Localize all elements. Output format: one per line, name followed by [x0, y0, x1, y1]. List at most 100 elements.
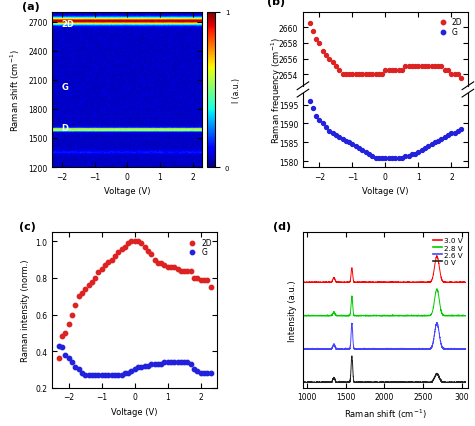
Point [78, 370, 86, 377]
Point [342, 72, 350, 78]
Point [121, 370, 129, 377]
Point [454, 128, 462, 135]
Point [58, 344, 66, 351]
Point [405, 64, 412, 71]
Point [447, 72, 455, 78]
Point [319, 121, 326, 128]
Point [144, 248, 152, 254]
Point [362, 149, 370, 156]
Point [451, 130, 458, 137]
Point [154, 360, 162, 367]
Point [72, 364, 79, 371]
Point [111, 253, 119, 260]
Point [128, 239, 135, 245]
Point [157, 260, 165, 267]
Point [325, 128, 333, 135]
Point [425, 64, 432, 71]
Point [184, 359, 191, 366]
Point [108, 257, 115, 264]
Point [161, 359, 168, 366]
Point [421, 145, 429, 152]
Point [398, 68, 406, 75]
Text: 2D: 2D [61, 20, 74, 29]
Point [197, 370, 204, 377]
Point [187, 360, 195, 367]
Point [381, 155, 389, 161]
Point [200, 370, 208, 377]
Point [378, 155, 386, 161]
Point [369, 72, 376, 78]
Point [349, 72, 356, 78]
Point [362, 72, 370, 78]
Point [167, 264, 175, 271]
Point [98, 266, 105, 273]
Point [339, 72, 346, 78]
Point [315, 40, 323, 47]
Point [134, 239, 142, 245]
Point [104, 371, 112, 378]
Point [177, 359, 185, 366]
Point [444, 68, 452, 75]
Y-axis label: I (a.u.): I (a.u.) [232, 78, 241, 103]
Point [58, 333, 66, 340]
Point [68, 359, 76, 366]
Point [431, 140, 439, 147]
Point [359, 147, 366, 154]
Point [98, 371, 105, 378]
Point [78, 290, 86, 296]
X-axis label: Raman shift (cm$^{-1}$): Raman shift (cm$^{-1}$) [344, 407, 427, 420]
Point [91, 275, 99, 282]
Point [444, 132, 452, 139]
Point [451, 72, 458, 78]
Point [114, 249, 122, 256]
Point [395, 68, 402, 75]
Point [437, 64, 445, 71]
Point [134, 364, 142, 371]
Point [428, 141, 436, 148]
Point [306, 21, 314, 28]
Point [95, 371, 102, 378]
Point [62, 330, 69, 337]
Point [95, 269, 102, 276]
Point [164, 264, 171, 271]
Point [325, 56, 333, 63]
Point [329, 60, 336, 66]
Point [207, 370, 214, 377]
Point [75, 293, 83, 300]
Point [203, 370, 211, 377]
Point [309, 106, 317, 112]
Point [418, 147, 426, 154]
Point [147, 360, 155, 367]
Point [88, 279, 95, 285]
Point [101, 371, 109, 378]
Point [322, 124, 330, 131]
Point [138, 364, 145, 371]
Point [75, 366, 83, 373]
Point [190, 366, 198, 373]
Point [141, 244, 148, 251]
Point [385, 68, 392, 75]
Point [352, 72, 360, 78]
Point [151, 360, 158, 367]
Y-axis label: Raman shift (cm$^{-1}$): Raman shift (cm$^{-1}$) [9, 49, 22, 132]
Point [434, 64, 442, 71]
Point [131, 239, 139, 245]
Point [157, 360, 165, 367]
Point [375, 155, 383, 161]
Point [395, 155, 402, 161]
Point [388, 68, 396, 75]
Point [114, 371, 122, 378]
Point [121, 244, 129, 251]
Point [151, 257, 158, 264]
Point [180, 359, 188, 366]
Point [437, 136, 445, 143]
Point [104, 259, 112, 265]
Text: (d): (d) [273, 222, 291, 232]
Point [421, 64, 429, 71]
Point [375, 72, 383, 78]
Point [88, 371, 95, 378]
Point [345, 140, 353, 147]
Point [72, 302, 79, 309]
Legend: 2D, G: 2D, G [434, 17, 464, 38]
Point [65, 355, 73, 362]
